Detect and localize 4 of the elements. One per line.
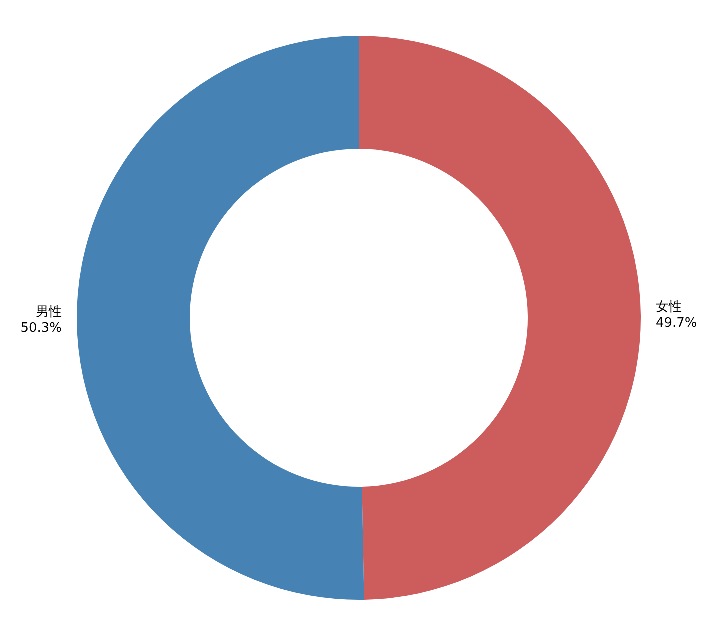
data-label: 50.3% xyxy=(20,321,62,336)
slice-label: 女性 xyxy=(656,300,682,315)
slice-label: 男性 xyxy=(36,305,62,320)
data-label: 49.7% xyxy=(656,316,698,331)
